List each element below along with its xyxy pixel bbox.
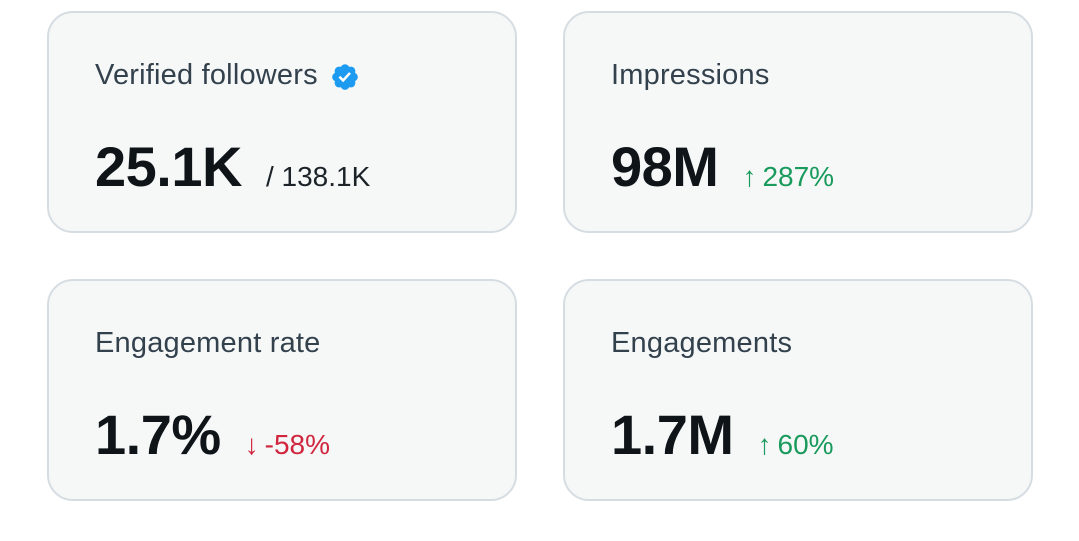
card-header: Verified followers xyxy=(95,59,360,92)
arrow-up-icon: ↑ xyxy=(757,429,772,460)
arrow-down-icon: ↓ xyxy=(244,429,259,460)
card-label: Engagements xyxy=(611,327,793,359)
card-header: Engagements xyxy=(611,327,792,360)
trend-indicator: ↓ -58% xyxy=(245,429,330,461)
card-values: 1.7% ↓ -58% xyxy=(95,407,330,463)
engagement-rate-card[interactable]: Engagement rate 1.7% ↓ -58% xyxy=(47,279,517,501)
metric-value: 25.1K xyxy=(95,135,242,198)
metric-value: 1.7% xyxy=(95,403,221,466)
impressions-card[interactable]: Impressions 98M ↑ 287% xyxy=(563,11,1033,233)
card-label: Verified followers xyxy=(95,59,318,91)
metric-total: / 138.1K xyxy=(265,161,371,192)
card-label: Engagement rate xyxy=(95,327,321,359)
metric-value: 1.7M xyxy=(611,403,734,466)
verified-followers-card[interactable]: Verified followers 25.1K / 138.1K xyxy=(47,11,517,233)
card-values: 1.7M ↑ 60% xyxy=(611,407,834,463)
trend-value: 287% xyxy=(762,161,835,192)
verified-badge-icon xyxy=(330,62,360,92)
metric-value: 98M xyxy=(611,135,719,198)
arrow-up-icon: ↑ xyxy=(742,161,757,192)
trend-indicator: ↑ 287% xyxy=(742,161,834,193)
card-label: Impressions xyxy=(611,59,770,91)
engagements-card[interactable]: Engagements 1.7M ↑ 60% xyxy=(563,279,1033,501)
card-values: 98M ↑ 287% xyxy=(611,139,834,195)
card-header: Engagement rate xyxy=(95,327,320,360)
trend-value: -58% xyxy=(264,429,331,460)
card-header: Impressions xyxy=(611,59,770,92)
trend-indicator: ↑ 60% xyxy=(758,429,834,461)
trend-value: 60% xyxy=(777,429,834,460)
card-values: 25.1K / 138.1K xyxy=(95,139,370,195)
